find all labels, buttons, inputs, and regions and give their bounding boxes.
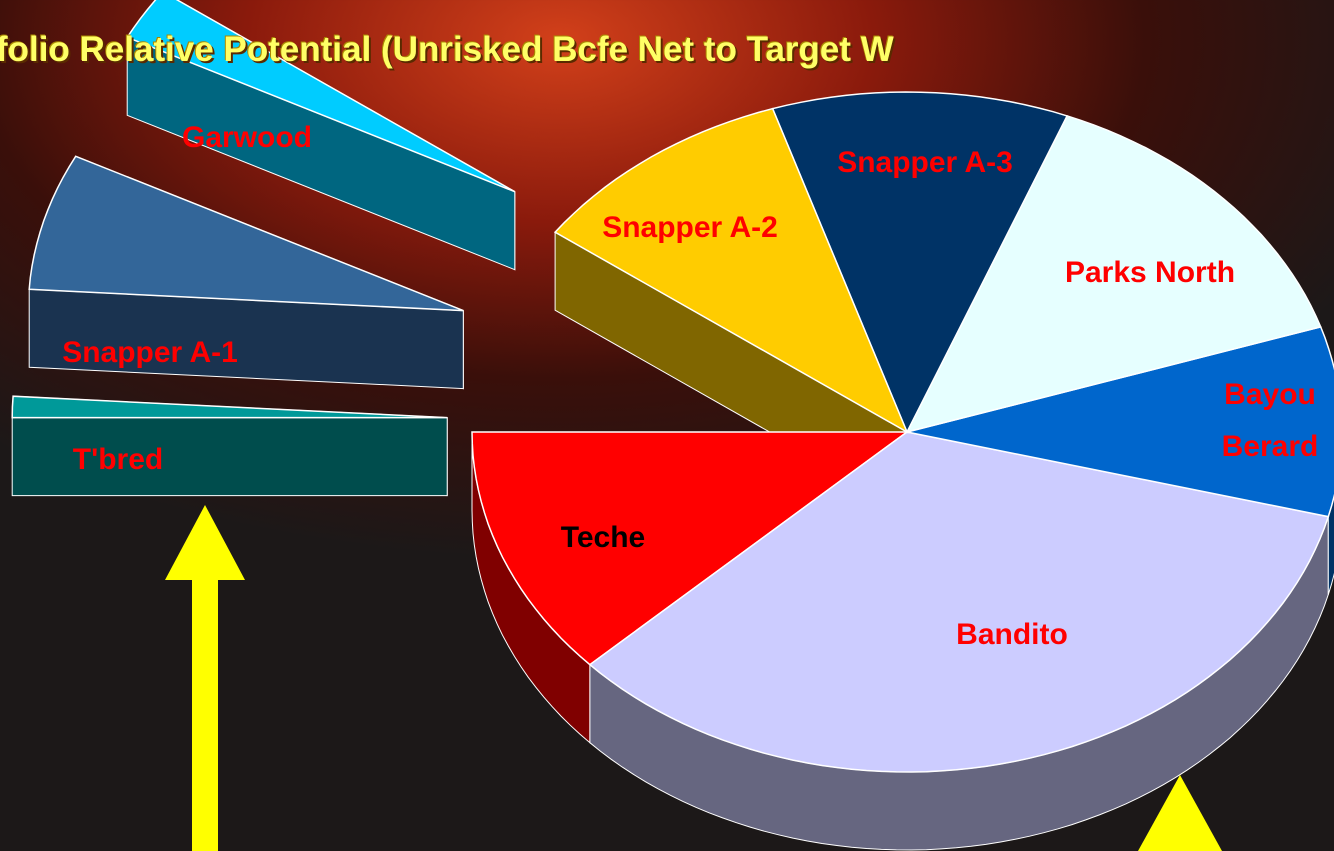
data-label: Bandito [956, 618, 1068, 652]
data-label: Snapper A-2 [602, 211, 778, 245]
data-label: Parks North [1065, 256, 1235, 290]
data-label: T'bred [73, 443, 163, 477]
arrow [165, 505, 245, 851]
slide: {"chart_data": {"type": "pie3d", "title"… [0, 0, 1334, 851]
data-label: Bayou Berard [1205, 369, 1334, 473]
data-label: Garwood [182, 121, 312, 155]
chart-title: folio Relative Potential (Unrisked Bcfe … [0, 30, 894, 70]
data-label: Snapper A-1 [62, 336, 238, 370]
data-label: Snapper A-3 [837, 146, 1013, 180]
pie-slice [12, 396, 447, 417]
data-label: Teche [561, 521, 645, 555]
